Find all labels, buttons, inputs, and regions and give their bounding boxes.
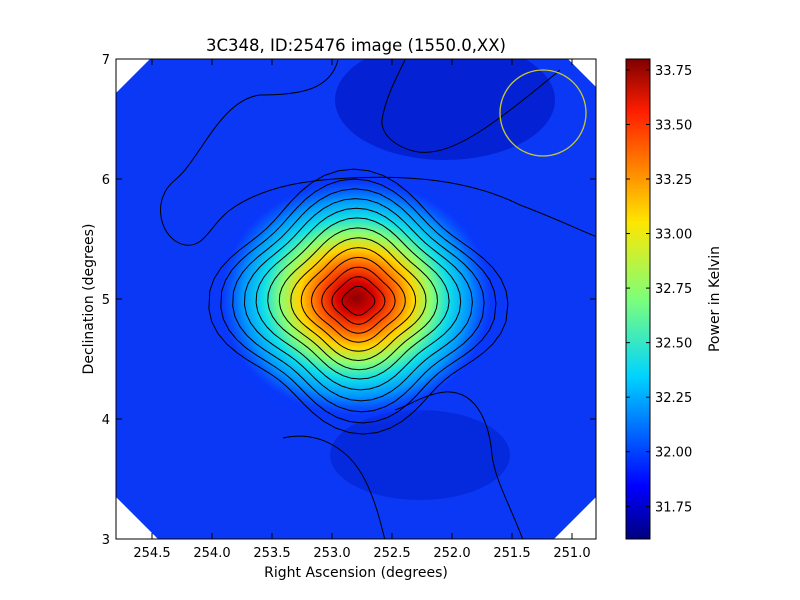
x-tick-label: 253.0 xyxy=(313,546,350,561)
masked-corner-bottom-right xyxy=(554,497,596,539)
colorbar-tick-label: 33.75 xyxy=(655,64,692,79)
chart-title: 3C348, ID:25476 image (1550.0,XX) xyxy=(206,36,506,55)
x-axis-label: Right Ascension (degrees) xyxy=(264,565,448,581)
colorbar-tick-label: 33.50 xyxy=(655,118,692,133)
heatmap-plot xyxy=(116,59,596,539)
x-tick-label: 254.5 xyxy=(133,546,170,561)
colorbar-tick-label: 31.75 xyxy=(655,500,692,515)
colorbar-label: Power in Kelvin xyxy=(707,246,723,352)
source-contour-level xyxy=(243,198,473,402)
source-emission xyxy=(206,168,506,428)
source-contour-level xyxy=(310,256,406,343)
masked-corner-bottom-left xyxy=(116,497,158,539)
source-contour-level xyxy=(331,276,386,325)
source-contour-level xyxy=(208,168,509,435)
source-contour-level xyxy=(321,266,396,334)
x-tick-label: 251.0 xyxy=(553,546,590,561)
x-tick-label: 252.5 xyxy=(373,546,410,561)
masked-corner-top-left xyxy=(116,59,150,93)
contour-lower-right xyxy=(394,391,524,539)
low-region-upper-right xyxy=(335,59,555,160)
beam-marker-circle xyxy=(499,69,587,157)
x-tick-label: 254.0 xyxy=(193,546,230,561)
y-tick-label: 6 xyxy=(102,173,110,188)
colorbar-tick-label: 32.00 xyxy=(655,446,692,461)
source-contour-level xyxy=(278,227,439,371)
x-tick-label: 251.5 xyxy=(493,546,530,561)
y-tick-label: 7 xyxy=(102,53,110,68)
colorbar-tick-label: 33.00 xyxy=(655,228,692,243)
y-tick-label: 4 xyxy=(102,413,110,428)
colorbar-tick-label: 32.75 xyxy=(655,282,692,297)
colorbar-tick-label: 32.25 xyxy=(655,391,692,406)
x-tick-label: 252.0 xyxy=(433,546,470,561)
colorbar-tick-label: 32.50 xyxy=(655,337,692,352)
contour-lines xyxy=(160,59,596,539)
y-axis-ticks: 3 4 5 6 7 xyxy=(102,53,596,548)
colorbar-tick-label: 33.25 xyxy=(655,173,692,188)
source-contour-level xyxy=(341,285,376,316)
y-tick-label: 5 xyxy=(102,293,110,308)
colorbar-ticks: 31.75 32.00 32.25 32.50 32.75 33.00 33.25 33.50… xyxy=(626,64,692,515)
source-contour-level xyxy=(267,217,450,380)
source-contour-level xyxy=(255,207,462,391)
source-contour-level xyxy=(232,188,485,413)
x-tick-label: 253.5 xyxy=(253,546,290,561)
source-contour-level xyxy=(300,247,417,352)
masked-corner-top-right xyxy=(568,59,596,87)
source-contour-level xyxy=(290,237,427,362)
contour-lower-left xyxy=(282,435,386,539)
x-axis-ticks: 254.5 254.0 253.5 253.0 252.5 252.0 251.5 251.0 xyxy=(133,59,591,561)
contour-outer-top-left xyxy=(160,59,596,246)
source-contours xyxy=(208,168,509,435)
y-tick-label: 3 xyxy=(102,533,110,548)
colorbar xyxy=(625,58,651,540)
contour-upper-dark xyxy=(381,59,561,153)
y-axis-label: Declination (degrees) xyxy=(81,224,97,375)
source-contour-level xyxy=(220,178,497,424)
